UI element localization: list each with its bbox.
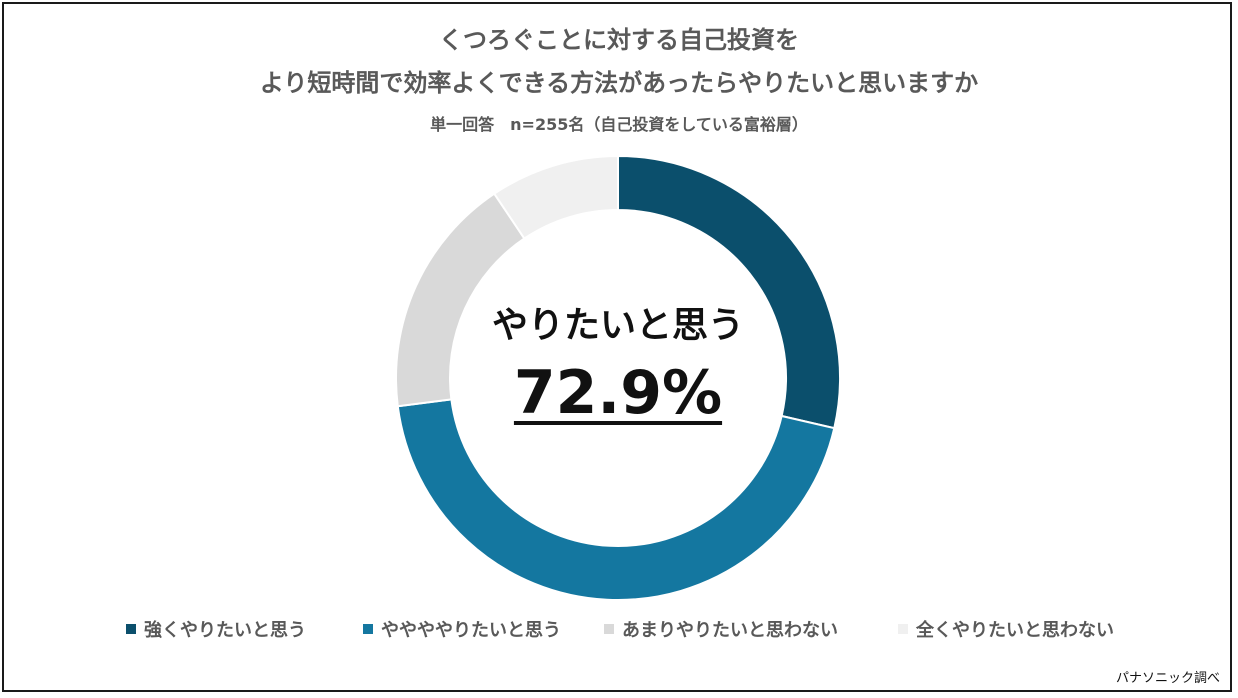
legend: 強くやりたいと思う ややややりたいと思う あまりやりたいと思わない 全くやりたい… bbox=[0, 616, 1238, 642]
legend-swatch bbox=[363, 624, 373, 634]
legend-item-not-at-all-want: 全くやりたいと思わない bbox=[898, 616, 1114, 642]
legend-label: 強くやりたいと思う bbox=[144, 620, 306, 641]
legend-label: あまりやりたいと思わない bbox=[622, 620, 838, 641]
legend-swatch bbox=[898, 624, 908, 634]
legend-label: 全くやりたいと思わない bbox=[916, 620, 1114, 641]
chart-subtitle: 単一回答 n=255名（自己投資をしている富裕層） bbox=[430, 115, 808, 134]
chart-title-line2: より短時間で効率よくできる方法があったらやりたいと思いますか bbox=[259, 69, 979, 97]
legend-swatch bbox=[604, 624, 614, 634]
center-label: やりたいと思う bbox=[491, 305, 744, 346]
center-value: 72.9% bbox=[418, 358, 818, 428]
donut-slice-3 bbox=[492, 154, 619, 240]
legend-label: ややややりたいと思う bbox=[381, 620, 561, 641]
legend-swatch bbox=[126, 624, 136, 634]
donut-slice-1 bbox=[396, 398, 836, 601]
legend-item-not-really-want: あまりやりたいと思わない bbox=[604, 616, 838, 642]
donut-slice-0 bbox=[617, 154, 841, 430]
chart-title: くつろぐことに対する自己投資を bbox=[439, 26, 799, 54]
legend-item-somewhat-want: ややややりたいと思う bbox=[363, 616, 561, 642]
source-note: パナソニック調べ bbox=[1115, 671, 1220, 686]
center-value-text: 72.9% bbox=[513, 358, 723, 428]
legend-item-strongly-want: 強くやりたいと思う bbox=[126, 616, 306, 642]
